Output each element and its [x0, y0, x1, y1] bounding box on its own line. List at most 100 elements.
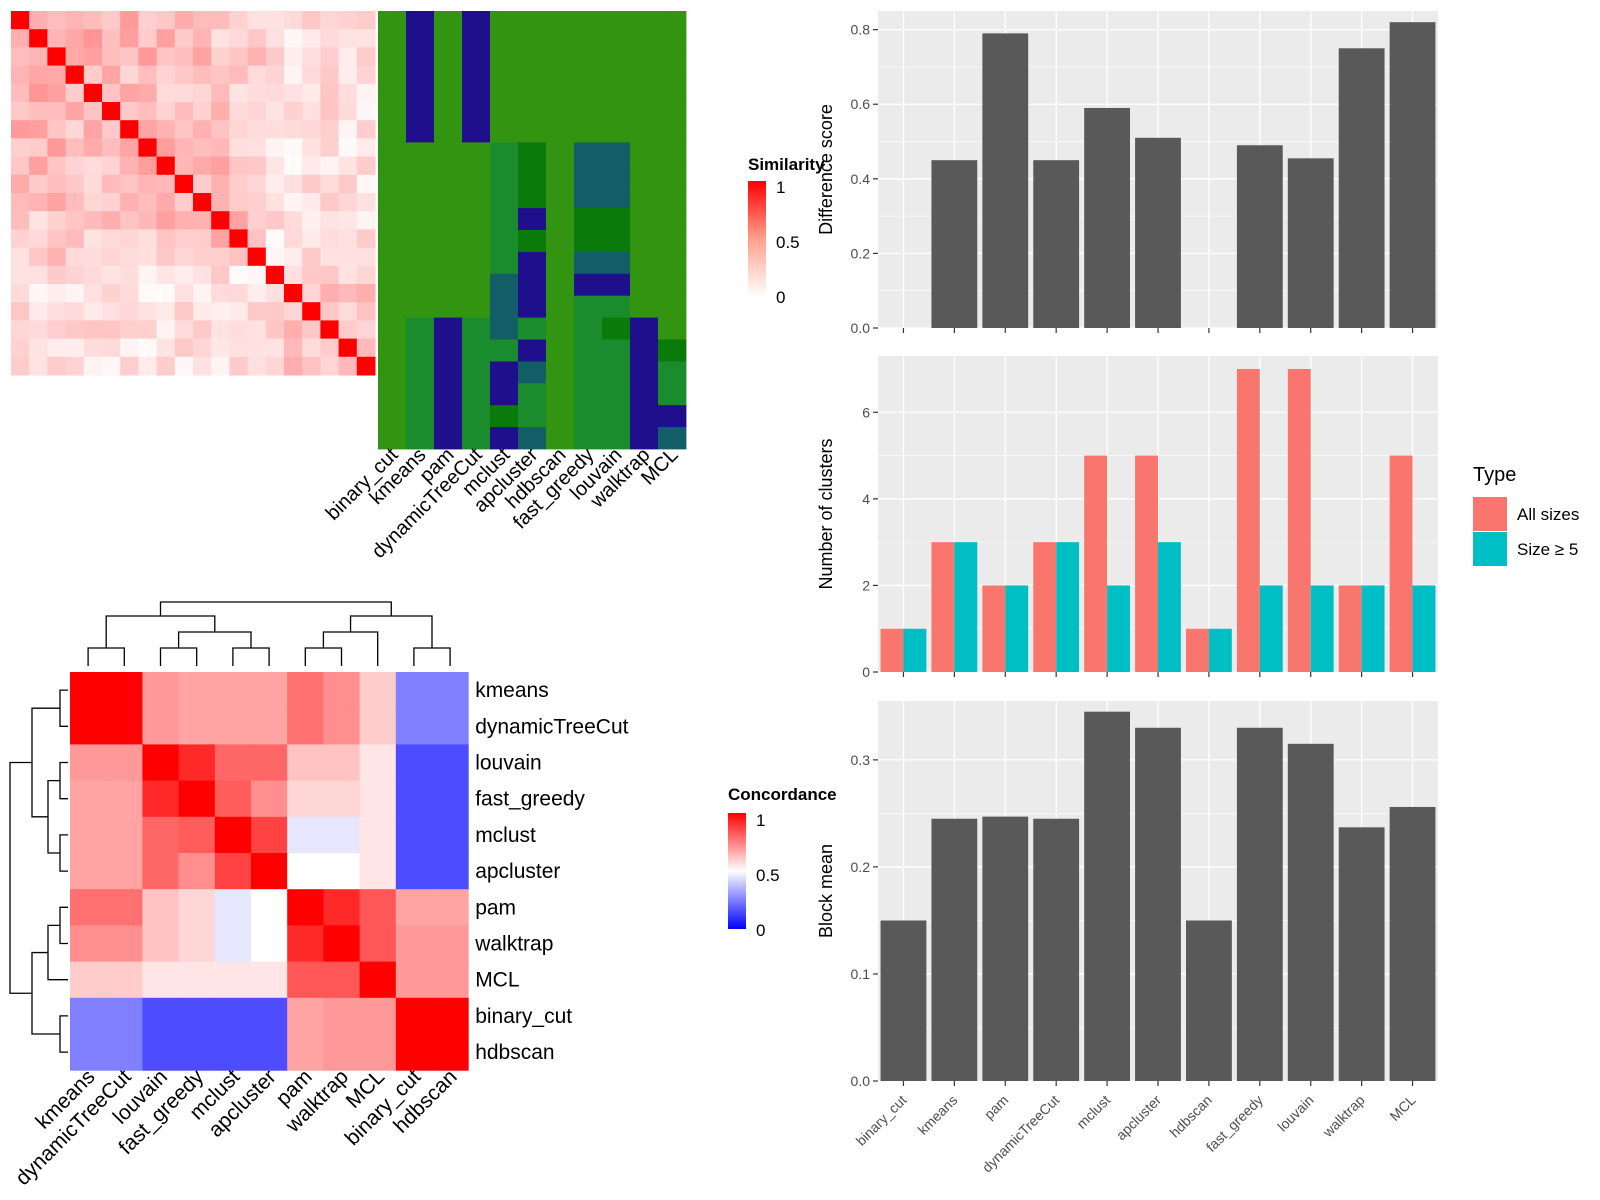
similarity-cell: [265, 120, 285, 139]
cluster-cell: [378, 405, 407, 428]
similarity-cell: [29, 320, 48, 340]
similarity-cell: [247, 247, 267, 267]
cluster-cell: [630, 164, 659, 187]
similarity-cell: [102, 120, 121, 139]
y-tick-label: 0.6: [851, 96, 871, 112]
similarity-cell: [247, 65, 267, 85]
cluster-cell: [602, 427, 631, 450]
bar-all-sizes: [1135, 455, 1158, 672]
similarity-cell: [156, 102, 176, 121]
y-tick-label: 0.2: [851, 859, 871, 875]
similarity-cell: [229, 138, 249, 158]
concordance-cell: [142, 816, 180, 854]
cluster-cell: [546, 186, 575, 209]
similarity-cell: [29, 193, 48, 212]
similarity-cell: [356, 156, 376, 176]
concordance-cell: [323, 708, 361, 745]
similarity-cell: [65, 138, 85, 158]
concordance-row-labels: kmeans dynamicTreeCut louvain fast_greedymc…: [474, 679, 628, 1064]
bar-size5: [1361, 585, 1385, 672]
bar: [931, 160, 978, 328]
similarity-cell: [83, 247, 103, 267]
bar-all-sizes: [1338, 585, 1362, 672]
concordance-legend-title: Concordance: [728, 785, 837, 804]
concordance-cell: [395, 744, 433, 782]
cluster-cell: [462, 164, 491, 187]
concordance-cell: [359, 961, 397, 999]
concordance-cell: [142, 744, 180, 782]
similarity-cell: [356, 29, 376, 48]
concordance-cell: [251, 961, 288, 999]
similarity-cell: [229, 265, 249, 285]
similarity-cell: [320, 302, 340, 321]
similarity-cell: [265, 193, 285, 212]
y-axis-title: Number of clusters: [816, 438, 836, 589]
bar-size5: [1412, 585, 1436, 672]
similarity-cell: [83, 320, 103, 340]
cluster-cell: [434, 98, 463, 121]
dendrogram-branch: [322, 631, 379, 666]
similarity-cell: [47, 338, 67, 358]
bar: [1287, 158, 1334, 328]
similarity-cell: [11, 102, 30, 121]
cluster-cell: [434, 317, 463, 340]
similarity-cell: [102, 247, 121, 267]
cluster-cell: [602, 273, 631, 297]
y-tick-label: 2: [862, 577, 870, 593]
cluster-cell: [406, 230, 435, 253]
similarity-cell: [102, 356, 121, 376]
type-legend-title: Type: [1473, 464, 1516, 486]
similarity-cell: [47, 320, 67, 340]
block-mean-chart: 0.0 0.1 0.2 0.3 Block mean binary_cut kmeans pa…: [816, 701, 1438, 1175]
similarity-cell: [156, 29, 176, 48]
cluster-cell: [378, 76, 407, 99]
cluster-cell: [602, 208, 631, 231]
similarity-cell: [229, 247, 249, 267]
dendrogram-branch: [232, 647, 270, 666]
cluster-cell: [462, 208, 491, 231]
similarity-cell: [138, 102, 158, 121]
similarity-cell: [156, 302, 176, 321]
cluster-cell: [574, 383, 603, 406]
similarity-cell: [65, 29, 85, 48]
similarity-cell: [174, 120, 194, 139]
concordance-cell: [323, 816, 361, 854]
similarity-cell: [120, 265, 139, 285]
similarity-cell: [302, 83, 321, 103]
similarity-cell: [320, 120, 340, 139]
similarity-cell: [247, 11, 267, 30]
similarity-cell: [320, 102, 340, 121]
similarity-cell: [338, 338, 358, 358]
cluster-cell: [462, 251, 491, 275]
concordance-row-label: louvain: [475, 752, 542, 775]
similarity-cell: [320, 229, 340, 249]
cluster-cell: [490, 120, 519, 143]
cluster-cell: [490, 142, 519, 165]
bar-all-sizes: [1236, 368, 1260, 672]
cluster-cell: [490, 32, 519, 56]
concordance-cell: [106, 853, 143, 890]
similarity-cell: [156, 138, 176, 158]
similarity-cell: [120, 29, 139, 48]
similarity-cell: [265, 138, 285, 158]
similarity-cell: [229, 174, 249, 194]
cluster-cell: [378, 186, 407, 209]
bar-size5: [1056, 542, 1080, 672]
similarity-cell: [284, 284, 303, 303]
cluster-cell: [602, 383, 631, 406]
cluster-cell: [378, 164, 407, 187]
cluster-cell: [462, 142, 491, 165]
similarity-cell: [47, 302, 67, 321]
concordance-cell: [287, 744, 324, 782]
concordance-cell: [70, 816, 107, 854]
cluster-cell: [406, 164, 435, 187]
similarity-cell: [229, 302, 249, 321]
concordance-cell: [106, 780, 143, 818]
similarity-cell: [247, 120, 267, 139]
cluster-cell: [658, 251, 687, 275]
similarity-tick-05: 0.5: [776, 233, 800, 252]
cluster-cell: [378, 54, 407, 78]
cluster-cell: [602, 339, 631, 362]
concordance-cell: [214, 1034, 252, 1071]
